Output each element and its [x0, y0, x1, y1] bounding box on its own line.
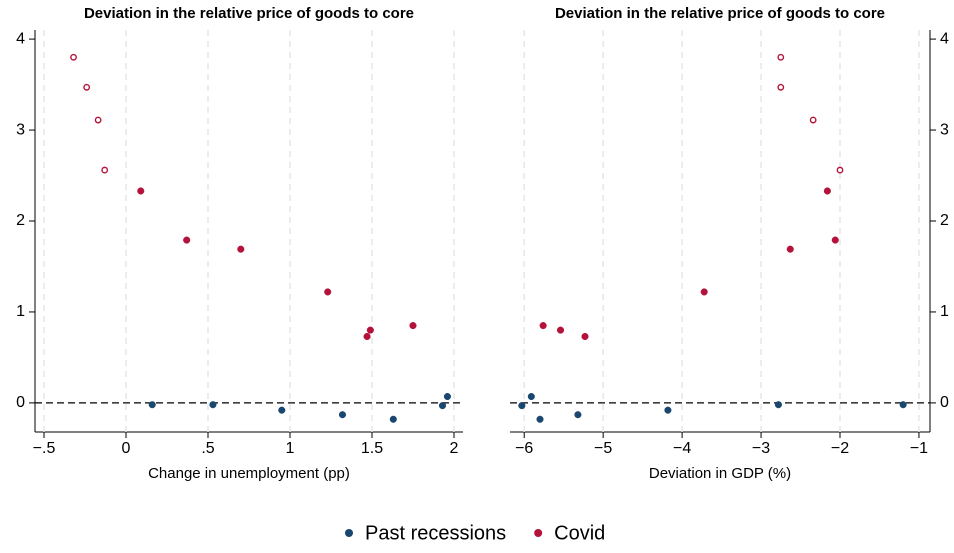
x-tick-label: −2 [831, 440, 849, 457]
point [823, 187, 831, 195]
point [363, 332, 371, 341]
x-tick-label: −4 [673, 440, 691, 457]
point [700, 288, 708, 296]
y-tick-label: 1 [940, 303, 949, 320]
point [809, 116, 817, 124]
legend-marker [534, 529, 543, 537]
point [536, 415, 544, 423]
y-tick-label: 1 [16, 303, 25, 320]
y-tick-label: 3 [940, 121, 949, 138]
x-tick-label: −3 [752, 440, 770, 457]
point [94, 116, 102, 124]
point [774, 401, 782, 409]
x-tick-label: 1 [286, 440, 295, 457]
x-tick-label: −1 [910, 440, 928, 457]
y-tick-label: 0 [16, 394, 25, 411]
x-tick-label: 0 [122, 440, 131, 457]
x-tick-label: 1.5 [361, 440, 383, 457]
point [324, 288, 332, 296]
point [237, 245, 245, 253]
y-tick-label: 4 [16, 30, 25, 47]
point [581, 332, 589, 341]
chart-title: Deviation in the relative price of goods… [84, 5, 414, 22]
point [539, 322, 547, 330]
point [209, 401, 217, 409]
x-tick-label: −.5 [33, 440, 56, 457]
point [83, 83, 91, 91]
point [366, 326, 374, 334]
y-tick-label: 3 [16, 121, 25, 138]
point [664, 406, 672, 414]
point [527, 392, 535, 401]
y-tick-label: 0 [940, 394, 949, 411]
legend-marker [345, 529, 353, 537]
point [389, 415, 397, 423]
legend-label: Past recessions [365, 522, 506, 544]
point [777, 83, 785, 91]
x-tick-label: −6 [515, 440, 533, 457]
x-axis-label: Change in unemployment (pp) [148, 465, 350, 482]
point [899, 401, 907, 409]
point [836, 166, 844, 174]
point [101, 166, 109, 174]
point [409, 322, 417, 330]
point [443, 392, 451, 401]
point [556, 326, 565, 334]
x-tick-label: 2 [450, 440, 459, 457]
x-tick-label: .5 [201, 440, 214, 457]
point [518, 402, 526, 410]
point [831, 236, 839, 244]
point [70, 53, 77, 61]
point [786, 245, 794, 253]
x-axis-label: Deviation in GDP (%) [649, 465, 791, 482]
point [777, 53, 785, 61]
point [338, 411, 347, 419]
point [137, 187, 145, 195]
point [278, 406, 286, 414]
y-tick-label: 2 [16, 212, 25, 229]
y-tick-label: 2 [940, 212, 949, 229]
chart-title: Deviation in the relative price of goods… [555, 5, 885, 22]
x-tick-label: −5 [594, 440, 612, 457]
point [438, 402, 447, 410]
legend-label: Covid [554, 522, 605, 544]
point [183, 236, 191, 244]
y-tick-label: 4 [940, 30, 949, 47]
point [574, 411, 582, 419]
point [148, 401, 156, 409]
